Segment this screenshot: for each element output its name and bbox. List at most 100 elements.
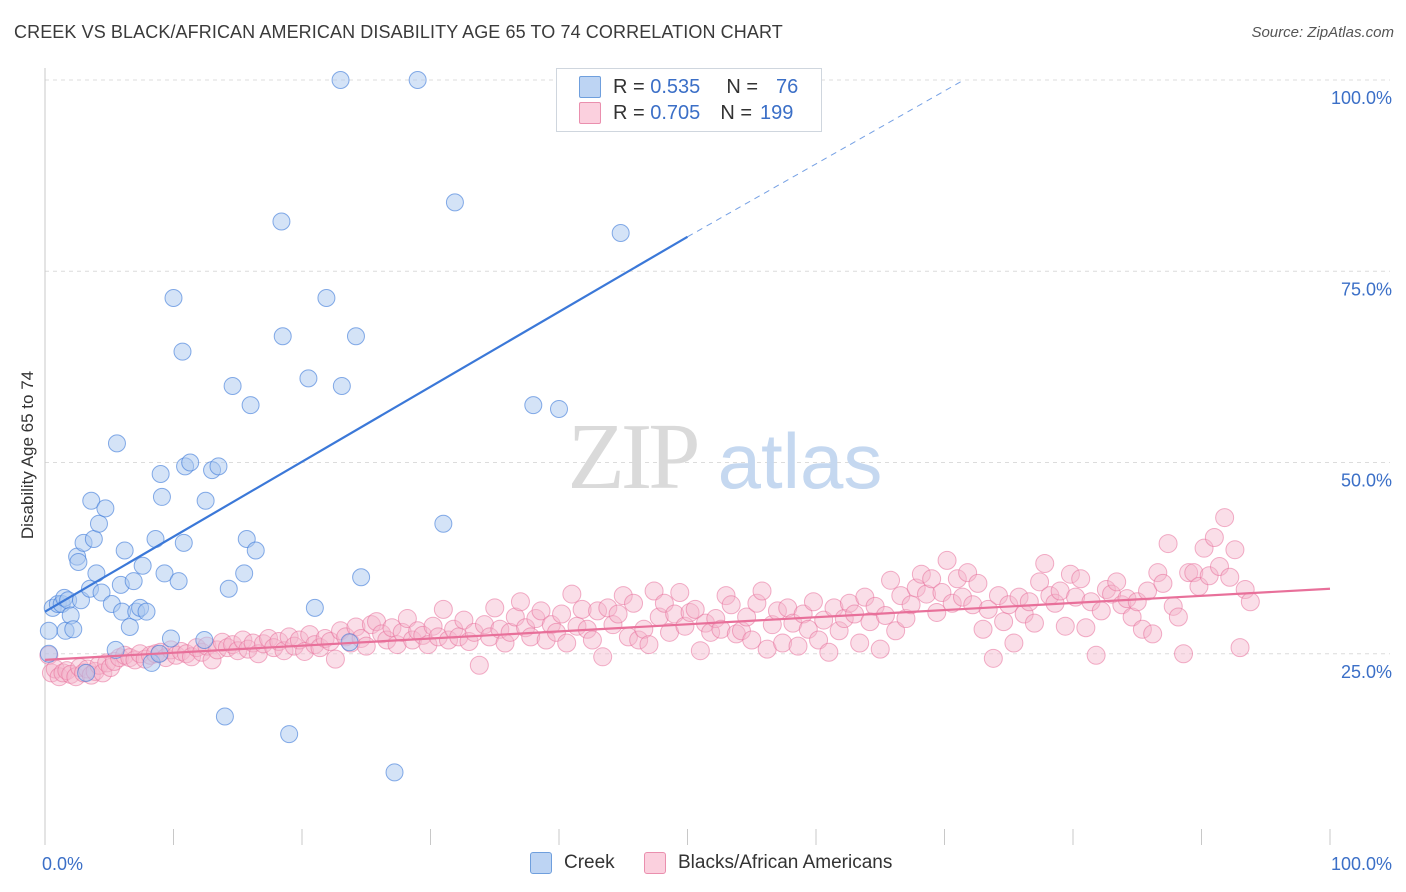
data-point-black [1004,633,1024,653]
data-point-black [690,641,710,661]
data-point-creek [124,572,143,591]
data-point-black [952,587,972,607]
y-axis-label: Disability Age 65 to 74 [18,370,37,540]
data-point-black [1240,592,1260,612]
data-point-black [510,592,530,612]
legend-r-label: R = [613,75,645,98]
data-point-creek [133,556,152,575]
data-point-black [310,638,330,658]
legend-n-value: 76 [776,75,799,98]
data-point-black [1060,564,1080,584]
data-point-creek [209,457,228,476]
data-point-black [634,619,654,639]
data-point-creek [272,212,291,231]
data-point-creek [161,629,180,648]
data-point-black [485,598,505,618]
data-point-black [809,630,829,650]
data-point-black [947,569,967,589]
data-point-creek [196,491,215,510]
data-point-black [49,667,69,687]
legend-n-label: N = [726,75,758,98]
bottom-legend-black: Blacks/African Americans [644,852,892,874]
grid-lines [45,79,1390,655]
data-point-black [973,619,993,639]
data-point-black [1158,534,1178,554]
data-point-creek [445,193,464,212]
data-point-black [1127,592,1147,612]
data-point-creek [195,630,214,649]
data-point-creek [215,707,234,726]
data-point-creek [151,464,170,483]
data-point-black [1102,584,1122,604]
data-point-black [1076,618,1096,638]
data-point-black [1030,572,1050,592]
data-point-black [531,601,551,621]
y-tick-label: 75.0% [1341,279,1392,299]
data-point-creek [352,568,371,587]
data-point-black [438,630,458,650]
data-point-black [999,595,1019,615]
data-point-black [1230,638,1250,658]
data-point-black [1148,563,1168,583]
data-point-black [881,570,901,590]
data-point-creek [96,499,115,518]
data-point-black [433,599,453,619]
axes [44,68,1331,845]
data-point-black [315,628,335,648]
legend-swatch-creek [579,76,601,98]
data-point-black [983,648,1003,668]
data-point-black [608,604,628,624]
trend-line-black [44,587,1331,661]
bottom-legend-creek: Creek [530,852,615,874]
data-point-black [1107,572,1127,592]
data-point-black [588,601,608,621]
data-point-creek [64,620,83,639]
data-point-creek [69,552,88,571]
data-point-black [1138,581,1158,601]
y-tick-label: 25.0% [1341,662,1392,682]
data-point-black [325,649,345,669]
data-point-black [1209,557,1229,577]
data-point-creek [92,583,111,602]
data-point-black [747,593,767,613]
data-point-creek [524,396,543,415]
data-point-black [911,564,931,584]
data-point-black [1204,527,1224,547]
data-point-creek [137,602,156,621]
data-point-black [1091,601,1111,621]
data-point-black [654,593,674,613]
series-black-points [39,508,1260,687]
data-point-black [1132,619,1152,639]
data-point-black [829,621,849,641]
data-point-creek [241,396,260,415]
data-point-black [557,633,577,653]
data-point-black [1153,573,1173,593]
data-point-black [752,581,772,601]
tick-labels: 25.0% 50.0% 75.0% 100.0% 0.0% 100.0% [42,88,1392,874]
data-point-black [639,635,659,655]
legend-r-label: R = [613,101,645,124]
data-point-black [613,586,633,606]
data-point-creek [305,598,324,617]
data-point-creek [246,541,265,560]
data-point-creek [273,327,292,346]
data-point-creek [299,369,318,388]
data-point-black [886,621,906,641]
data-point-black [1194,538,1214,558]
data-point-creek [39,644,58,663]
data-point-black [875,606,895,625]
data-point-black [397,609,417,629]
data-point-black [1225,540,1245,560]
data-point-black [834,609,854,629]
data-point-creek [181,453,200,472]
data-point-black [469,655,489,675]
data-point-black [922,569,942,589]
data-point-creek [280,725,299,744]
data-point-black [593,647,613,667]
legend-swatch-black [579,102,601,124]
data-point-black [423,616,443,636]
data-point-creek [120,617,139,636]
trend-lines [44,79,1331,661]
data-point-black [1024,613,1044,633]
legend-row-black: R = 0.705 N = 199 [579,101,793,125]
